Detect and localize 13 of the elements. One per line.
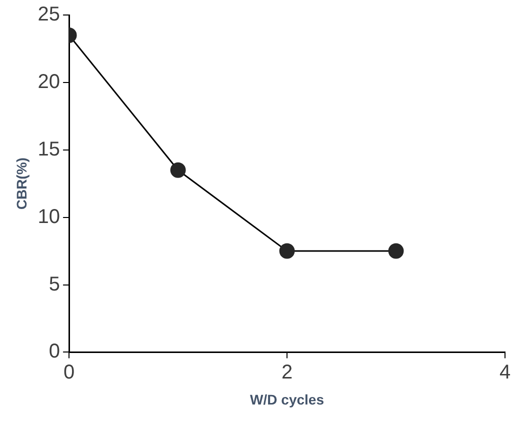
x-axis-title: W/D cycles xyxy=(250,391,324,408)
y-tick-label: 10 xyxy=(38,206,60,228)
y-tick-label: 0 xyxy=(48,340,60,363)
x-tick-label: 4 xyxy=(499,362,511,384)
y-tick-label: 15 xyxy=(38,138,60,160)
x-tick-label: 0 xyxy=(63,362,75,384)
point xyxy=(388,243,404,259)
y-tick-label: 5 xyxy=(48,273,60,296)
point xyxy=(279,243,295,259)
y-tick-label: 20 xyxy=(38,70,60,93)
y-axis-title: CBR(%) xyxy=(13,158,30,210)
y-tick-label: 25 xyxy=(38,4,60,26)
x-tick-label: 2 xyxy=(281,362,293,384)
